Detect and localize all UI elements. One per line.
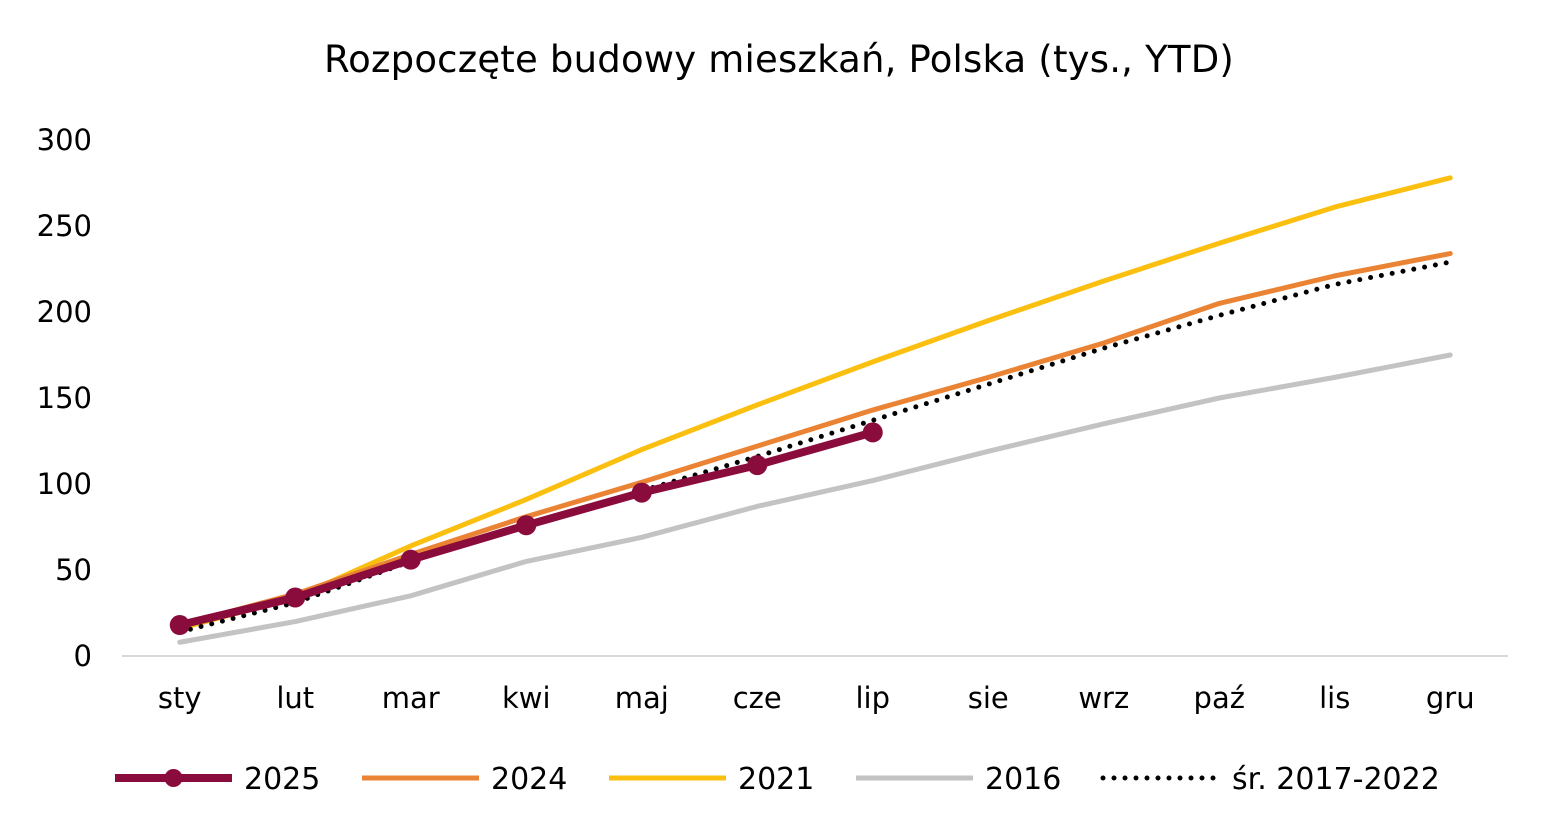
legend-marker xyxy=(164,769,183,787)
x-tick-label: gru xyxy=(1426,681,1475,715)
data-point-marker xyxy=(285,587,306,608)
legend-label-2025: 2025 xyxy=(244,762,320,797)
x-tick-label: sty xyxy=(158,681,202,715)
legend-label--r-2017-2022: śr. 2017-2022 xyxy=(1232,762,1440,797)
x-tick-label: lip xyxy=(855,681,890,715)
legend-label-2021: 2021 xyxy=(738,762,814,797)
series-layer xyxy=(169,175,1453,645)
data-point-marker xyxy=(631,482,652,503)
data-point-marker xyxy=(516,515,537,536)
y-tick-label: 150 xyxy=(37,381,92,415)
x-tick-label: sie xyxy=(968,681,1009,715)
x-tick-label: kwi xyxy=(502,681,551,715)
data-point-marker xyxy=(747,455,768,476)
data-point-marker xyxy=(862,422,883,443)
x-tick-label: lut xyxy=(276,681,314,715)
x-tick-label: mar xyxy=(382,681,440,715)
legend-label-2016: 2016 xyxy=(985,762,1061,797)
x-axis-tick-labels: sty lut mar kwi maj cze lip sie wrz paź lis gru xyxy=(158,681,1475,715)
series-line-2021 xyxy=(177,175,1453,631)
x-tick-label: wrz xyxy=(1078,681,1129,715)
chart-title: Rozpoczęte budowy mieszkań, Polska (tys.… xyxy=(323,38,1235,81)
y-tick-label: 50 xyxy=(55,553,92,587)
legend: 2025 2024 2021 2016 śr. 2017-2022 xyxy=(115,762,1440,797)
y-tick-label: 100 xyxy=(37,467,92,501)
y-tick-label: 250 xyxy=(37,209,92,243)
series-line-2016 xyxy=(177,352,1453,645)
series-line-2024 xyxy=(177,251,1453,628)
x-tick-label: paź xyxy=(1194,681,1245,715)
y-tick-label: 300 xyxy=(37,123,92,157)
x-tick-label: cze xyxy=(733,681,782,715)
y-axis-tick-labels: 0 50 100 150 200 250 300 xyxy=(37,123,92,673)
x-tick-label: lis xyxy=(1319,681,1350,715)
data-point-marker xyxy=(400,549,421,570)
legend-label-2024: 2024 xyxy=(491,762,567,797)
x-tick-label: maj xyxy=(615,681,669,715)
y-tick-label: 0 xyxy=(74,639,92,673)
y-tick-label: 200 xyxy=(37,295,92,329)
data-point-marker xyxy=(169,615,190,636)
